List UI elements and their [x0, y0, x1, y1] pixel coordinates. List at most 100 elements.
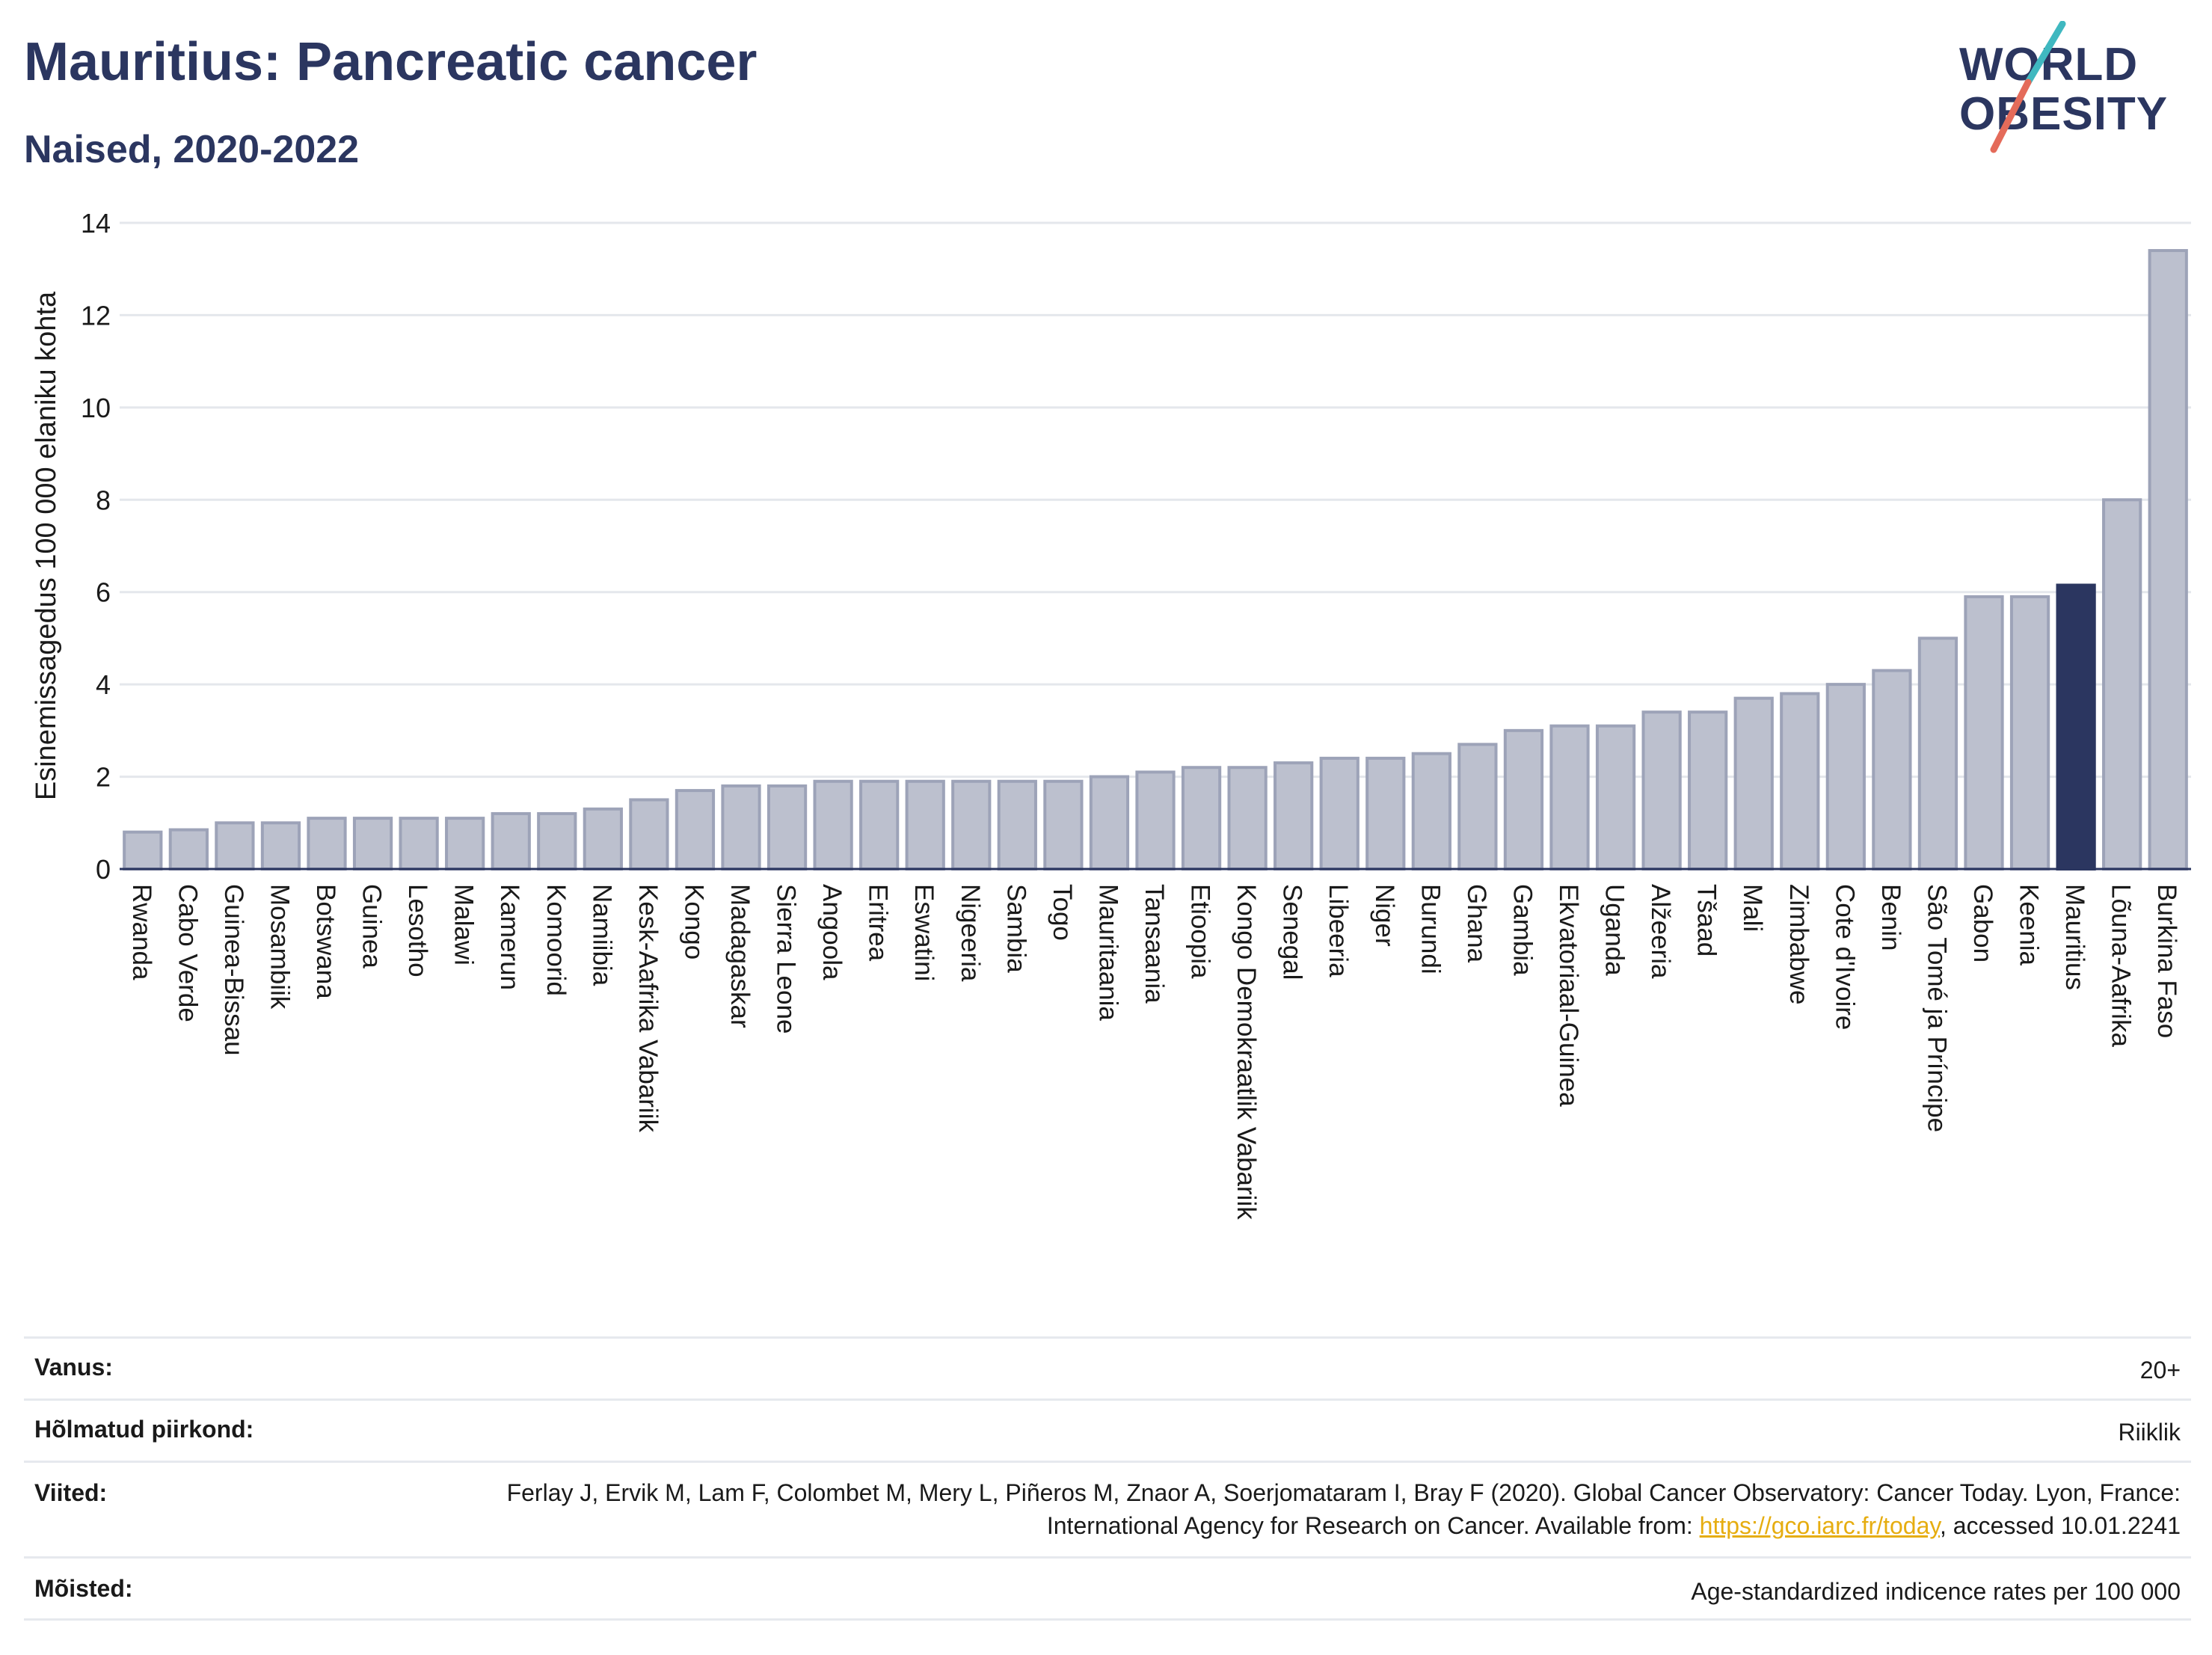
x-axis-labels: Rwanda Cabo Verde Guinea-Bissau Mosambiik Bo… [127, 884, 2181, 1220]
bar [1319, 756, 1360, 871]
x-tick-label: Angoola [817, 884, 847, 980]
x-tick-label: Botswana [311, 884, 340, 999]
y-tick-label: 10 [81, 393, 111, 423]
bar [307, 817, 347, 871]
bar [1365, 756, 1406, 871]
x-tick-label: Kamerun [495, 884, 524, 990]
x-tick-label: Senegal [1278, 884, 1307, 980]
bar [997, 779, 1037, 871]
references-text: Ferlay J, Ervik M, Lam F, Colombet M, Me… [386, 1476, 2181, 1542]
bar [168, 828, 209, 871]
bar [1089, 775, 1130, 871]
bar [491, 811, 531, 871]
bar [2148, 249, 2188, 871]
age-label: Vanus: [34, 1354, 113, 1381]
bar [1181, 766, 1222, 871]
bar [1227, 766, 1268, 871]
x-tick-label: Cabo Verde [173, 884, 202, 1022]
bar [583, 807, 623, 871]
bars [120, 249, 2191, 871]
x-tick-label: Eritrea [864, 884, 893, 962]
x-tick-label: Uganda [1600, 884, 1629, 976]
x-tick-label: Mosambiik [265, 884, 294, 1010]
chart-subtitle: Naised, 2020-2022 [24, 128, 360, 171]
x-tick-label: Etioopia [1186, 884, 1215, 979]
y-tick-label: 8 [96, 485, 111, 515]
x-tick-label: Keenia [2015, 884, 2044, 966]
bar [1274, 761, 1314, 871]
y-tick-label: 14 [81, 208, 111, 239]
x-tick-label: Madagaskar [725, 884, 755, 1028]
bar [766, 784, 808, 871]
y-axis-label: Esinemissagedus 100 000 elaniku kohta [31, 291, 62, 800]
x-tick-label: Tansaania [1140, 884, 1169, 1004]
bar [675, 789, 716, 871]
bar [1641, 710, 1682, 871]
x-tick-label: Gambia [1508, 884, 1537, 976]
region-value: Riiklik [2118, 1419, 2181, 1446]
bar [2102, 498, 2142, 871]
bar [951, 779, 992, 871]
x-tick-label: Kongo [679, 884, 708, 959]
x-tick-label: Sierra Leone [772, 884, 801, 1034]
x-tick-label: São Tomé ja Príncipe [1922, 884, 1951, 1132]
bar [260, 821, 301, 871]
bar [352, 817, 393, 871]
bar [1457, 743, 1498, 871]
bar [1872, 669, 1912, 871]
footer-table: Vanus: 20+ Hõlmatud piirkond: Riiklik Vi… [24, 1336, 2191, 1621]
x-tick-label: Lesotho [403, 884, 432, 977]
region-label: Hõlmatud piirkond: [34, 1416, 254, 1443]
bar [813, 779, 853, 871]
bar [1135, 770, 1176, 871]
age-value: 20+ [2139, 1357, 2181, 1384]
bar [1411, 752, 1451, 871]
x-tick-label: Kesk-Aafrika Vabariik [633, 884, 663, 1132]
x-tick-label: Malawi [449, 884, 479, 965]
x-tick-label: Nigeeria [956, 884, 985, 982]
x-tick-label: Ghana [1462, 884, 1491, 963]
bar [629, 798, 669, 871]
x-tick-label: Niger [1370, 884, 1399, 947]
x-tick-label: Guinea-Bissau [219, 884, 248, 1056]
x-tick-label: Eswatini [909, 884, 938, 981]
y-tick-label: 2 [96, 762, 111, 793]
x-tick-label: Libeeria [1324, 884, 1353, 977]
bar [1549, 724, 1590, 871]
y-tick-label: 6 [96, 577, 111, 608]
bar [1780, 692, 1820, 871]
x-tick-label: Mauritaania [1093, 884, 1122, 1021]
bar [215, 821, 255, 871]
bar [123, 830, 163, 871]
footer-row-references: Viited: Ferlay J, Ervik M, Lam F, Colomb… [24, 1461, 2191, 1556]
grid-lines [120, 221, 2191, 871]
bar [1688, 710, 1728, 871]
y-tick-label: 0 [96, 854, 111, 885]
references-accessed: , accessed 10.01.2241 [1939, 1512, 2181, 1539]
footer-row-definitions: Mõisted: Age-standardized indicence rate… [24, 1556, 2191, 1621]
references-link[interactable]: https://gco.iarc.fr/today [1699, 1512, 1940, 1539]
bar [1503, 728, 1544, 871]
x-tick-label: Zimbabwe [1784, 884, 1813, 1004]
x-tick-label: Cote d'Ivoire [1830, 884, 1859, 1030]
x-tick-label: Namiibia [587, 884, 616, 986]
x-tick-label: Mauritius [2060, 884, 2089, 990]
bar [1733, 696, 1774, 871]
footer-row-age: Vanus: 20+ [24, 1336, 2191, 1398]
x-tick-label: Komoorid [541, 884, 571, 996]
y-tick-label: 12 [81, 300, 111, 331]
x-tick-label: Togo [1048, 884, 1077, 941]
x-tick-label: Ekvatoriaal-Guinea [1554, 884, 1583, 1107]
x-tick-label: Guinea [357, 884, 387, 968]
bar [1964, 595, 2004, 871]
bar [445, 817, 485, 871]
bar [1825, 683, 1866, 871]
bar [905, 779, 945, 871]
bar [399, 817, 439, 871]
x-tick-label: Alžeeria [1646, 884, 1675, 979]
bar-chart: 0 2 4 6 8 10 12 14 Rwanda Cabo Verde Guinea-Bissa… [31, 208, 2191, 1220]
definitions-label: Mõisted: [34, 1575, 133, 1602]
bar [1917, 636, 1958, 871]
references-label: Viited: [34, 1479, 108, 1506]
x-tick-label: Burundi [1416, 884, 1445, 974]
